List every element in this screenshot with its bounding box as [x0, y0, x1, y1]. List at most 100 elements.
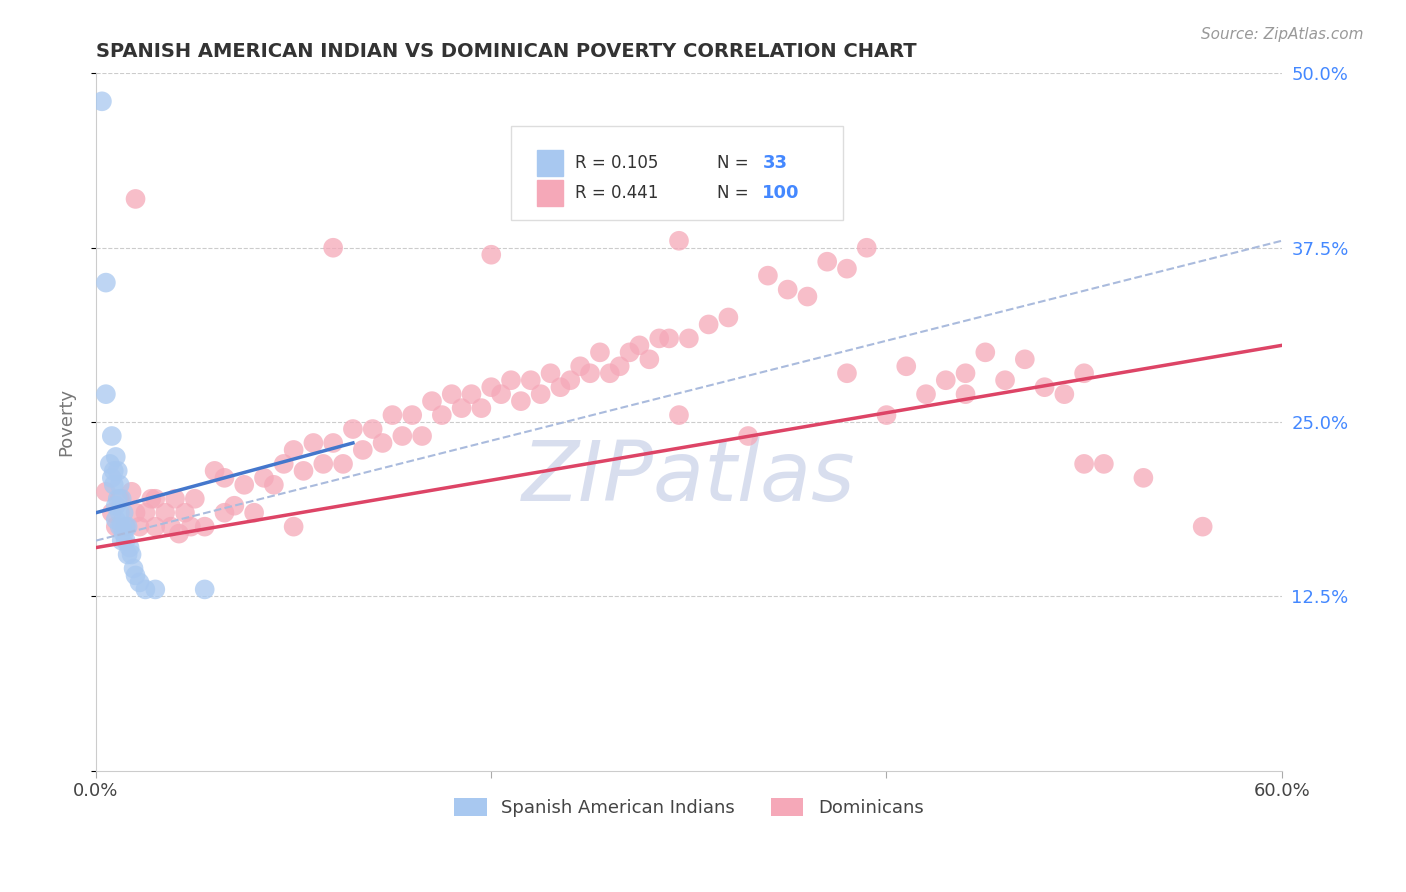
Point: [440, 387, 463, 401]
Point: [352, 442, 374, 457]
Point: [371, 436, 394, 450]
Point: [560, 373, 582, 387]
Point: [876, 408, 898, 422]
Point: [108, 491, 131, 506]
Point: [114, 519, 136, 533]
Point: [411, 429, 433, 443]
Point: [835, 261, 858, 276]
Point: [103, 478, 125, 492]
Point: [796, 289, 818, 303]
Point: [401, 408, 423, 422]
Point: [107, 464, 129, 478]
Point: [101, 429, 124, 443]
Text: 100: 100: [762, 184, 800, 202]
Text: SPANISH AMERICAN INDIAN VS DOMINICAN POVERTY CORRELATION CHART: SPANISH AMERICAN INDIAN VS DOMINICAN POV…: [96, 42, 917, 61]
Point: [243, 506, 266, 520]
Point: [174, 506, 197, 520]
Point: [104, 513, 127, 527]
Point: [756, 268, 779, 283]
Point: [835, 366, 858, 380]
Point: [118, 541, 141, 555]
Point: [108, 519, 131, 533]
Text: N =: N =: [717, 184, 754, 202]
Point: [112, 526, 135, 541]
Point: [302, 436, 325, 450]
Point: [668, 234, 690, 248]
Point: [638, 352, 661, 367]
Text: 33: 33: [762, 154, 787, 172]
Text: R = 0.105: R = 0.105: [575, 154, 658, 172]
Point: [122, 561, 145, 575]
Point: [1092, 457, 1115, 471]
Point: [381, 408, 404, 422]
Point: [165, 491, 187, 506]
Point: [104, 519, 127, 533]
Point: [94, 387, 117, 401]
Point: [134, 506, 156, 520]
Point: [94, 276, 117, 290]
Point: [1053, 387, 1076, 401]
Point: [1073, 457, 1095, 471]
Point: [935, 373, 957, 387]
Point: [430, 408, 453, 422]
Point: [194, 519, 217, 533]
Point: [124, 192, 146, 206]
Point: [107, 491, 129, 506]
Point: [104, 450, 127, 464]
Point: [143, 491, 166, 506]
Point: [124, 568, 146, 582]
Point: [589, 345, 612, 359]
Point: [214, 506, 236, 520]
Point: [263, 478, 285, 492]
Point: [489, 387, 512, 401]
Point: [108, 506, 131, 520]
Point: [111, 533, 134, 548]
Point: [91, 95, 114, 109]
Point: [460, 387, 482, 401]
Point: [776, 143, 799, 157]
Point: [1014, 352, 1036, 367]
Point: [896, 359, 918, 374]
Text: R = 0.441: R = 0.441: [575, 184, 658, 202]
Point: [855, 241, 877, 255]
Point: [1132, 471, 1154, 485]
Text: N =: N =: [717, 154, 754, 172]
Point: [283, 442, 305, 457]
Point: [994, 373, 1017, 387]
Point: [668, 408, 690, 422]
Point: [915, 387, 938, 401]
Point: [955, 366, 977, 380]
Point: [143, 582, 166, 597]
FancyBboxPatch shape: [510, 126, 844, 219]
Point: [253, 471, 276, 485]
Point: [342, 422, 364, 436]
Point: [955, 387, 977, 401]
Point: [103, 464, 125, 478]
Point: [479, 380, 502, 394]
Point: [1073, 366, 1095, 380]
Point: [678, 331, 700, 345]
Point: [98, 457, 121, 471]
Point: [391, 429, 413, 443]
Point: [94, 484, 117, 499]
Point: [292, 464, 315, 478]
Legend: Spanish American Indians, Dominicans: Spanish American Indians, Dominicans: [447, 790, 931, 824]
Text: Source: ZipAtlas.com: Source: ZipAtlas.com: [1201, 27, 1364, 42]
Point: [124, 506, 146, 520]
Point: [143, 519, 166, 533]
Point: [540, 366, 562, 380]
Point: [1033, 380, 1056, 394]
Point: [450, 401, 472, 416]
Point: [101, 471, 124, 485]
Point: [776, 283, 799, 297]
Point: [194, 582, 217, 597]
Point: [121, 548, 143, 562]
Point: [599, 366, 621, 380]
Point: [322, 241, 344, 255]
Point: [322, 436, 344, 450]
Point: [114, 519, 136, 533]
Point: [697, 318, 720, 332]
Point: [717, 310, 740, 325]
Point: [273, 457, 295, 471]
Point: [111, 491, 134, 506]
